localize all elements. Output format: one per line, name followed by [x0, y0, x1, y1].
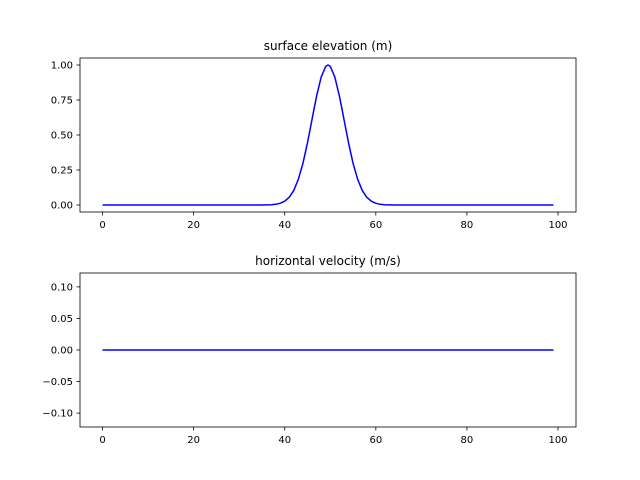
surface-elevation-axes: surface elevation (m) 0 20 40 60 80 100 0.00 0.… [51, 39, 577, 231]
x-tick-label: 20 [187, 435, 200, 446]
x-tick-label: 80 [461, 435, 474, 446]
x-tick-label: 100 [548, 220, 567, 231]
horizontal-velocity-axes: horizontal velocity (m/s) 0 20 40 60 80 100 −0… [42, 254, 577, 446]
x-tick-label: 40 [278, 435, 291, 446]
series-line-eta [102, 64, 554, 206]
x-tick-label: 100 [548, 435, 567, 446]
y-tick-label: −0.05 [42, 377, 73, 388]
x-tick-label: 60 [369, 435, 382, 446]
x-tick-label: 60 [369, 220, 382, 231]
y-tick-label: 0.50 [51, 131, 73, 142]
x-tick-label: 0 [99, 435, 105, 446]
y-tick-label: 0.75 [51, 96, 73, 107]
y-tick-label: −0.10 [42, 409, 73, 420]
x-tick-label: 40 [278, 220, 291, 231]
x-tick-label: 0 [99, 220, 105, 231]
x-tick-label: 20 [187, 220, 200, 231]
y-tick-label: 0.00 [51, 346, 73, 357]
chart-title: horizontal velocity (m/s) [255, 254, 401, 268]
y-tick-label: 0.05 [51, 314, 73, 325]
y-tick-label: 0.25 [51, 166, 73, 177]
chart-title: surface elevation (m) [264, 39, 393, 53]
y-tick-label: 1.00 [51, 61, 73, 72]
y-tick-label: 0.00 [51, 201, 73, 212]
y-tick-label: 0.10 [51, 282, 73, 293]
x-tick-label: 80 [461, 220, 474, 231]
